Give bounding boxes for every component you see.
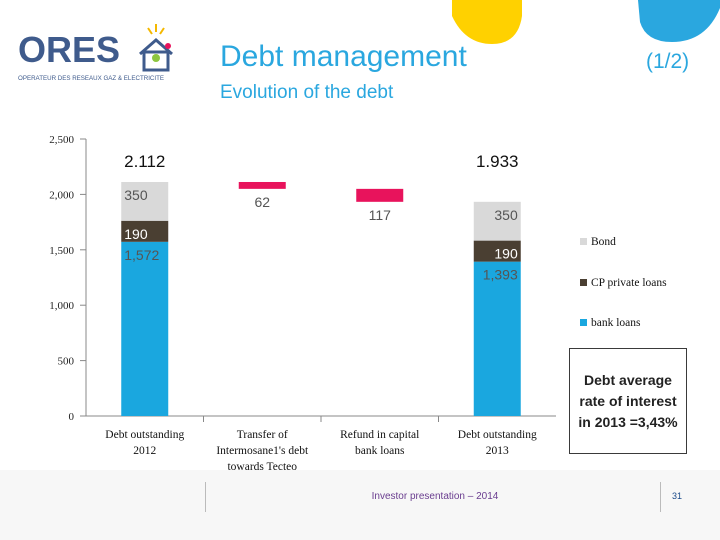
- page-title: Debt management: [220, 40, 467, 73]
- footer-caption: Investor presentation – 2014: [371, 491, 499, 502]
- bar-bank_loans: [473, 261, 521, 416]
- legend-swatch-bond: [580, 238, 587, 245]
- y-tick-label: 2,000: [49, 189, 74, 201]
- total-label: 1.933: [476, 152, 519, 171]
- x-category-label: Debt outstanding: [105, 429, 184, 441]
- legend-swatch-cp_private_loans: [580, 279, 587, 286]
- bridge-bar: [238, 181, 286, 189]
- x-category-label: Refund in capital: [340, 429, 419, 441]
- logo-tagline: OPERATEUR DES RESEAUX GAZ & ELECTRICITE: [18, 75, 164, 82]
- interest-rate-note-text: Debt average rate of interest in 2013 =3…: [578, 371, 678, 430]
- x-category-label: Intermosane1's debt: [216, 445, 309, 457]
- x-category-label: towards Tecteo: [227, 461, 297, 470]
- x-category-label: bank loans: [355, 445, 405, 457]
- bar-bond: [121, 181, 169, 221]
- data-label-bank_loans: 1,572: [124, 247, 159, 263]
- logo-wordmark: ORES: [18, 29, 120, 70]
- bar-bond: [473, 201, 521, 241]
- bridge-label: 62: [254, 194, 270, 210]
- data-label-cp_private_loans: 190: [124, 226, 148, 242]
- y-tick-label: 1,000: [49, 300, 74, 312]
- page-indicator: (1/2): [646, 50, 690, 73]
- logo-house-icon: [139, 24, 173, 72]
- bridge-bar: [356, 188, 404, 202]
- x-category-label: 2012: [133, 445, 156, 457]
- data-label-bond: 350: [494, 207, 518, 223]
- total-label: 2.112: [124, 152, 165, 171]
- decor-yellow-shape: [452, 0, 522, 44]
- bars-layer: [121, 181, 521, 416]
- data-label-bank_loans: 1,393: [483, 267, 518, 283]
- y-tick-label: 1,500: [49, 245, 74, 257]
- interest-rate-note: Debt average rate of interest in 2013 =3…: [569, 348, 687, 454]
- legend-label-bond: Bond: [591, 236, 616, 248]
- labels-layer: 1,572 190 350 1,393 190 350 62 117 2.112 1.933: [124, 152, 518, 283]
- ores-logo: ORES OPERATEUR DES RESEAUX GAZ & ELECTRI…: [16, 18, 206, 88]
- bar-cp_private_loans: [121, 220, 169, 242]
- data-label-bond: 350: [124, 187, 148, 203]
- footer-divider-right: [660, 482, 661, 512]
- y-tick-label: 500: [58, 356, 75, 368]
- footer-page-number: 31: [672, 491, 683, 501]
- footer-divider-left: [205, 482, 206, 512]
- x-axis-labels: Debt outstanding 2012 Transfer of Intermosa…: [105, 429, 537, 470]
- x-category-label: Debt outstanding: [458, 429, 537, 441]
- legend-label-cp_private_loans: CP private loans: [591, 277, 667, 289]
- y-tick-label: 2,500: [49, 134, 74, 146]
- legend-label-bank_loans: bank loans: [591, 317, 641, 329]
- bar-bank_loans: [121, 241, 169, 416]
- bar-cp_private_loans: [473, 240, 521, 262]
- debt-waterfall-chart: 0 500 1,000 1,500 2,000 2,500 1,572 190 350 1,39…: [49, 0, 720, 470]
- x-category-label: 2013: [486, 445, 509, 457]
- chart-legend: Bond CP private loans bank loans: [580, 236, 667, 329]
- header-band: [0, 0, 720, 110]
- page-subtitle: Evolution of the debt: [220, 82, 394, 103]
- bridge-label: 117: [369, 207, 392, 223]
- x-category-label: Transfer of: [237, 429, 288, 441]
- header-decoration: [452, 0, 720, 44]
- decor-blue-shape: [638, 0, 720, 42]
- legend-swatch-bank_loans: [580, 319, 587, 326]
- y-tick-label: 0: [69, 411, 75, 423]
- data-label-cp_private_loans: 190: [494, 246, 518, 262]
- footer-band: [0, 470, 720, 540]
